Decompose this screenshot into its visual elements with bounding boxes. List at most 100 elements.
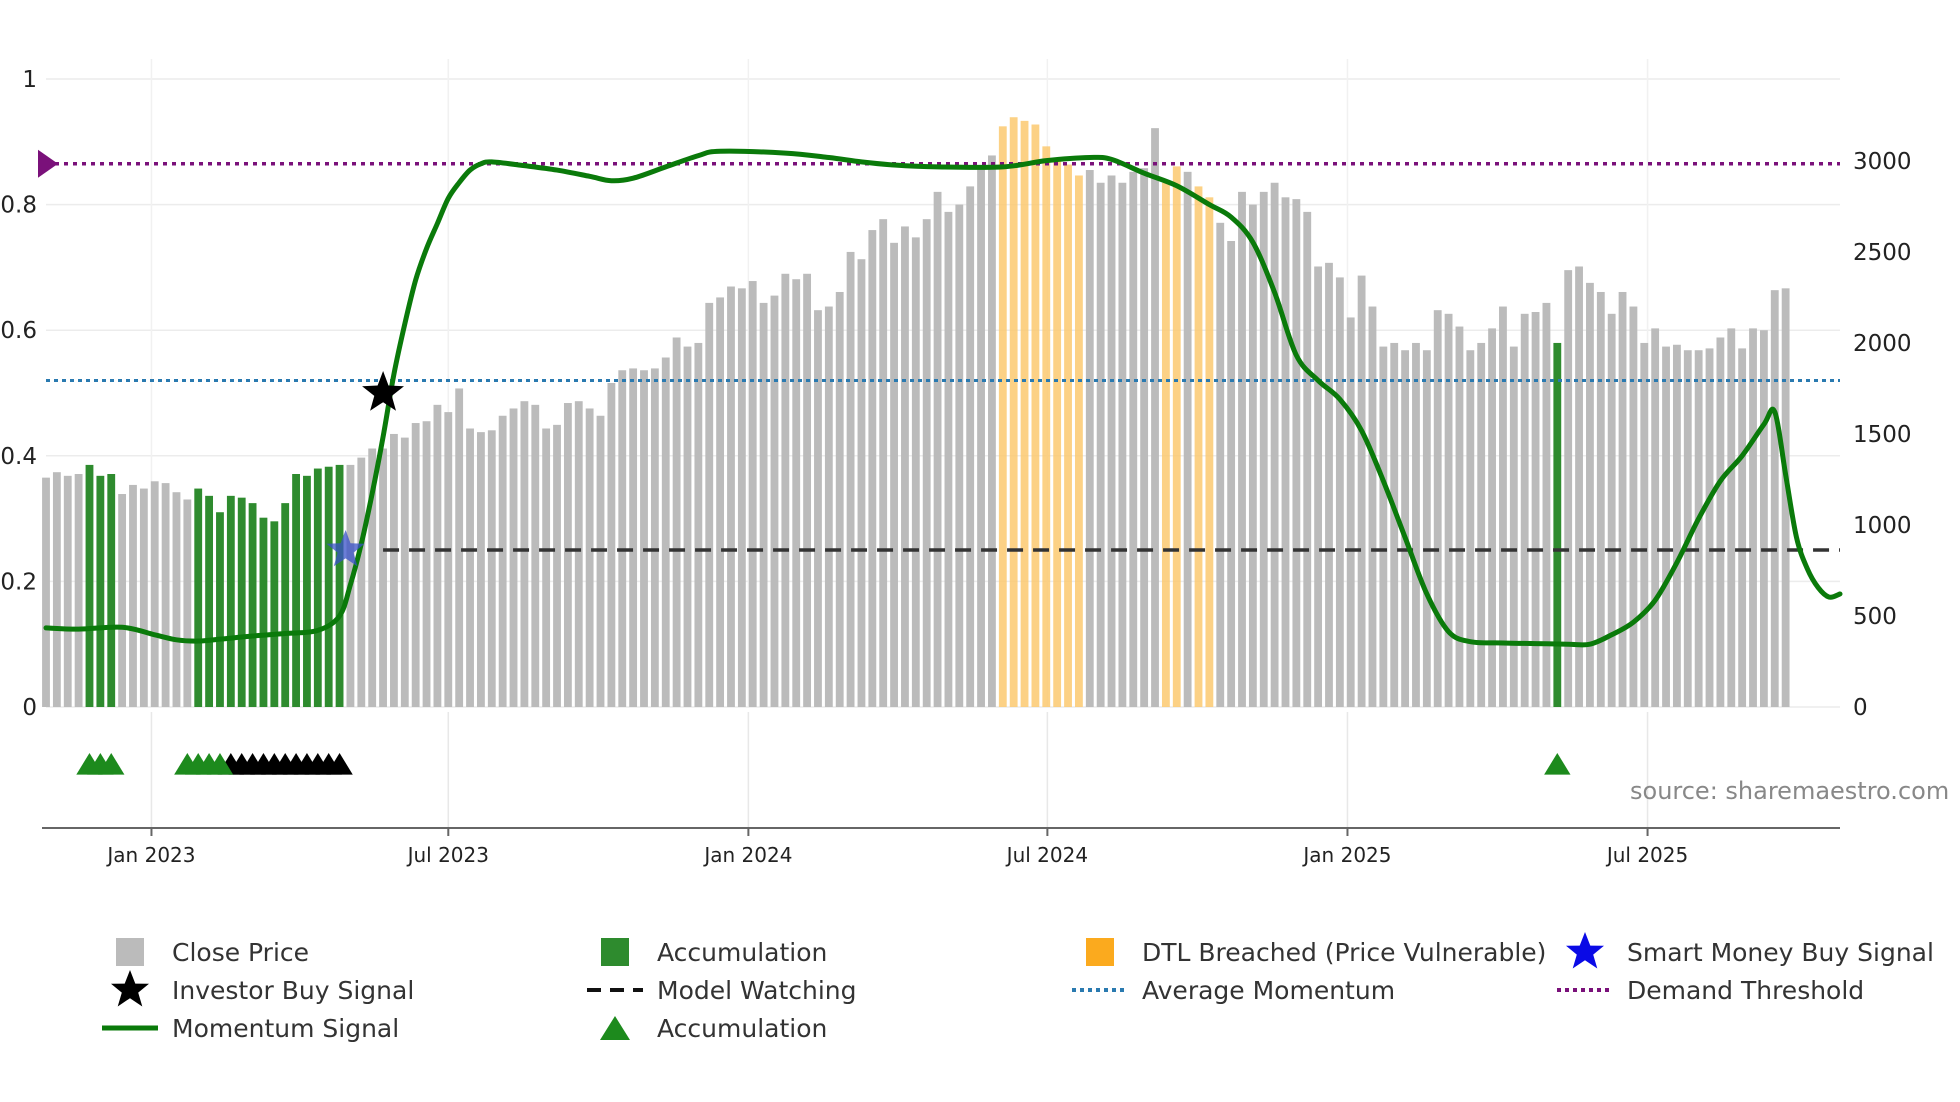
dtl-breached-bar <box>1161 182 1170 707</box>
price-bar <box>487 430 496 707</box>
price-bar <box>1749 328 1757 707</box>
price-bar <box>455 388 464 707</box>
dtl-breached-bar <box>1074 175 1083 708</box>
price-bar <box>835 291 844 707</box>
price-bar <box>433 404 442 707</box>
price-bar <box>1140 168 1149 707</box>
price-bar <box>1455 326 1464 707</box>
accumulation-bar <box>226 495 235 707</box>
price-bar <box>1607 313 1616 707</box>
price-bar <box>1107 175 1116 708</box>
dtl-breached-bar <box>998 126 1007 708</box>
price-bar <box>955 204 964 707</box>
accumulation-bar <box>205 495 214 707</box>
price-bar <box>716 297 725 707</box>
price-bar <box>553 424 561 707</box>
price-bar <box>1586 282 1594 707</box>
accumulation-bar <box>270 521 279 707</box>
price-bar <box>1096 182 1105 707</box>
x-tick-label: Jul 2023 <box>406 843 489 867</box>
price-bar <box>1705 348 1714 707</box>
price-bar <box>1346 317 1355 707</box>
accumulation-bar <box>303 475 311 707</box>
price-bar <box>1238 191 1246 707</box>
price-bar <box>879 219 888 707</box>
dtl-breached-bar <box>1172 166 1181 708</box>
dtl-breached-bar <box>1009 117 1018 708</box>
price-bar <box>661 357 670 707</box>
price-bar <box>357 457 366 707</box>
price-bar <box>596 415 605 707</box>
price-bar <box>640 370 648 707</box>
price-bar <box>476 432 485 707</box>
price-bar <box>1575 266 1583 707</box>
price-bar <box>1118 182 1127 707</box>
price-bar <box>1325 262 1333 707</box>
price-bar <box>1444 313 1453 707</box>
price-bar <box>1357 275 1366 707</box>
dtl-breached-bar <box>1031 124 1040 707</box>
left-tick-label: 0.4 <box>0 444 37 470</box>
price-bar <box>1651 328 1660 707</box>
price-bar <box>1683 350 1692 707</box>
price-bar <box>509 408 518 707</box>
left-tick-label: 0.8 <box>0 193 37 219</box>
investor-buy-star <box>362 371 404 411</box>
price-bar <box>1499 306 1507 707</box>
accumulation-bar <box>216 512 224 707</box>
price-bar <box>1216 222 1225 707</box>
price-bar <box>911 237 920 707</box>
accumulation-triangle <box>206 753 234 775</box>
right-tick-label: 1500 <box>1853 422 1912 448</box>
price-bar <box>1738 348 1747 707</box>
price-bar <box>1433 310 1442 707</box>
accumulation-triangle <box>98 753 125 775</box>
accumulation-bar <box>107 474 116 707</box>
price-bar <box>1314 266 1323 707</box>
x-tick-label: Jul 2024 <box>1005 843 1088 867</box>
price-bar <box>1412 342 1420 707</box>
dtl-breached-bar <box>1020 120 1029 707</box>
price-bar <box>1781 288 1790 707</box>
price-bar <box>172 492 181 707</box>
price-bar <box>824 306 833 707</box>
price-bar <box>183 499 192 707</box>
price-bar <box>1564 270 1573 707</box>
price-bar <box>52 472 61 707</box>
accumulation-triangle <box>1544 753 1571 775</box>
price-bar <box>977 168 985 707</box>
dtl-breached-bar <box>1194 186 1203 707</box>
dtl-breached-bar <box>1042 146 1051 708</box>
price-bar <box>585 408 594 707</box>
price-bar <box>705 302 714 707</box>
momentum-signal-line <box>43 148 1843 648</box>
price-bar <box>574 401 583 707</box>
accumulation-bar <box>96 475 105 707</box>
price-bar <box>629 368 638 707</box>
price-bar <box>1379 346 1388 707</box>
price-bar <box>1292 199 1301 707</box>
price-bar <box>1466 350 1475 707</box>
price-bar <box>390 433 398 707</box>
price-bar <box>42 477 50 707</box>
smart-money-star <box>326 530 365 567</box>
accumulation-bar <box>248 503 257 707</box>
accumulation-bar <box>313 468 322 707</box>
price-bar <box>781 273 790 707</box>
right-tick-label: 2000 <box>1853 331 1912 357</box>
x-tick-label: Jan 2023 <box>105 843 195 867</box>
x-tick-label: Jan 2024 <box>702 843 792 867</box>
accumulation-bar <box>1553 342 1562 707</box>
price-bar <box>1183 171 1192 707</box>
price-bar <box>618 370 627 707</box>
price-bar <box>857 259 866 707</box>
x-tick-label: Jan 2025 <box>1301 843 1391 867</box>
left-tick-label: 0.6 <box>0 318 37 344</box>
price-bar <box>1672 344 1681 707</box>
signal-markers <box>76 371 1571 775</box>
price-bar <box>368 448 377 707</box>
price-bar <box>770 295 779 707</box>
price-bar <box>379 448 387 707</box>
dtl-breached-bar <box>1205 197 1214 707</box>
